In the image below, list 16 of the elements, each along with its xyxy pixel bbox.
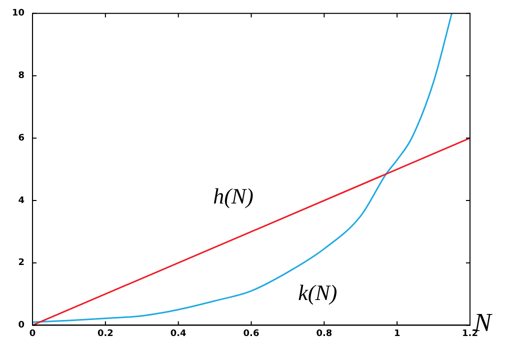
- x-tick-label: 0: [29, 328, 36, 339]
- y-tick-label: 10: [12, 8, 25, 19]
- x-tick-label: 0.6: [243, 328, 260, 339]
- y-tick-label: 2: [18, 258, 25, 268]
- x-tick-label: 1: [394, 328, 400, 339]
- x-tick-label: 0.8: [316, 328, 332, 339]
- x-tick-label: 0.4: [170, 328, 186, 339]
- x-tick-label: 0.2: [97, 328, 114, 339]
- x-tick-label: 1.2: [462, 328, 478, 339]
- series-label: h(N): [213, 183, 254, 208]
- line-series: [32, 13, 453, 323]
- y-tick-label: 4: [18, 196, 25, 206]
- y-tick-label: 6: [18, 133, 25, 144]
- y-tick-label: 0: [18, 320, 25, 331]
- y-tick-label: 8: [18, 71, 25, 82]
- series-label: k(N): [298, 280, 338, 305]
